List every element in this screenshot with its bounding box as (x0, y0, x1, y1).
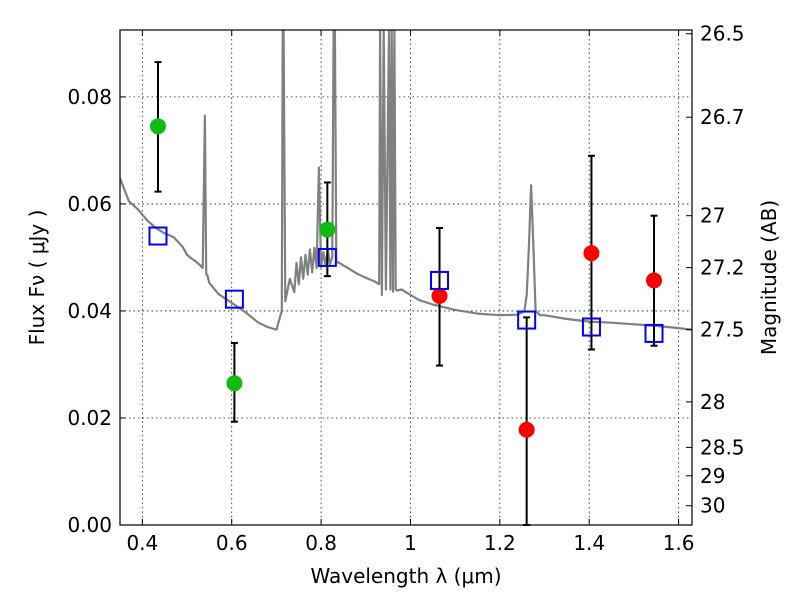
y-right-tick-label: 29 (700, 464, 725, 488)
x-tick-label: 1.2 (484, 531, 516, 555)
y-tick-label: 0.00 (67, 513, 112, 537)
y-axis-label: Flux Fν ( μJy ) (25, 210, 49, 346)
y-tick-label: 0.02 (67, 406, 112, 430)
axis-ticks: 0.4 0.6 0.8 1 1.2 1.4 1.6 0.00 0.02 0.04 0.06 0.08 2… (67, 22, 744, 555)
data-markers (148, 118, 664, 438)
x-tick-label: 1.4 (573, 531, 605, 555)
model-point-square (581, 317, 601, 337)
model-point-square (430, 270, 450, 290)
error-bars (154, 61, 658, 526)
y-tick-label: 0.08 (67, 85, 112, 109)
data-point-circle (431, 287, 448, 304)
y-tick-label: 0.06 (67, 192, 112, 216)
model-point-square (517, 310, 537, 330)
y-right-tick-label: 26.5 (700, 22, 745, 46)
data-point-circle (646, 272, 663, 289)
x-tick-label: 1 (404, 531, 417, 555)
data-point-circle (149, 118, 166, 135)
model-spectrum (120, 30, 692, 331)
x-tick-label: 0.4 (126, 531, 158, 555)
model-point-square (224, 289, 244, 309)
model-point-square (644, 323, 664, 343)
x-tick-label: 1.6 (663, 531, 695, 555)
model-point-square (317, 247, 337, 267)
y-axis-right-label: Magnitude (AB) (757, 200, 781, 355)
plot-frame (119, 29, 693, 526)
grid (120, 30, 692, 525)
y-tick-label: 0.04 (67, 299, 112, 323)
y-right-tick-label: 27 (700, 204, 725, 228)
data-point-circle (319, 221, 336, 238)
y-right-tick-label: 26.7 (700, 105, 745, 129)
data-point-circle (518, 421, 535, 438)
y-right-tick-label: 28.5 (700, 435, 745, 459)
x-tick-label: 0.6 (216, 531, 248, 555)
spectrum-line (120, 30, 692, 331)
y-right-tick-label: 27.5 (700, 318, 745, 342)
data-point-circle (583, 245, 600, 262)
data-point-circle (226, 375, 243, 392)
y-right-tick-label: 27.2 (700, 256, 745, 280)
model-point-square (148, 226, 168, 246)
y-right-tick-label: 30 (700, 494, 725, 518)
y-right-tick-label: 28 (700, 390, 725, 414)
x-tick-label: 0.8 (305, 531, 337, 555)
x-axis-label: Wavelength λ (μm) (310, 564, 501, 588)
